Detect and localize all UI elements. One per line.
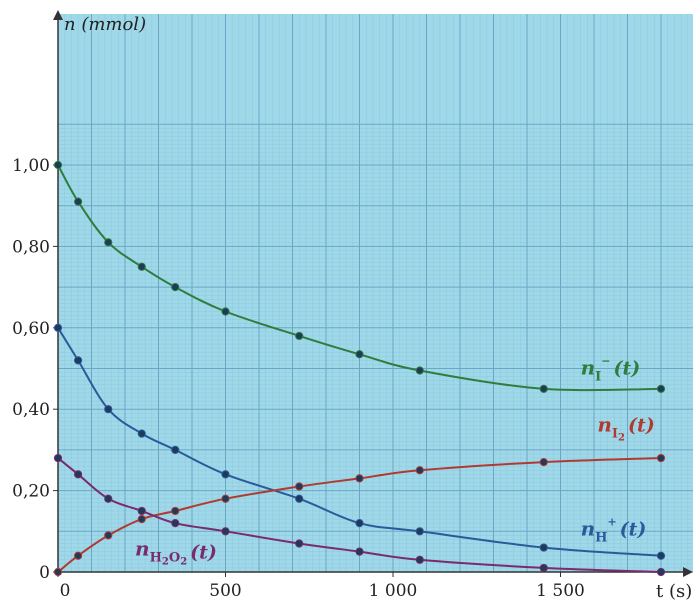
data-point [138,507,145,514]
x-tick-label: 0 [60,581,71,601]
data-point [657,568,664,575]
x-tick-label: 500 [209,581,241,601]
data-point [138,263,145,270]
data-point [54,568,61,575]
data-point [296,483,303,490]
data-point [356,520,363,527]
y-tick-label: 0,40 [12,400,50,420]
x-tick-label: 1 000 [369,581,418,601]
data-point [416,556,423,563]
data-point [105,532,112,539]
x-axis-title: t (s) [656,581,692,602]
data-point [657,385,664,392]
data-point [657,454,664,461]
data-point [416,367,423,374]
data-point [540,544,547,551]
data-point [356,548,363,555]
data-point [75,471,82,478]
y-tick-label: 0,80 [12,237,50,257]
data-point [172,446,179,453]
y-tick-label: 0,20 [12,482,50,502]
data-point [172,520,179,527]
data-point [54,324,61,331]
data-point [172,507,179,514]
data-point [138,430,145,437]
data-point [172,284,179,291]
data-point [75,198,82,205]
data-point [138,515,145,522]
x-tick-label: 1 500 [536,581,585,601]
plot-background [58,14,693,572]
data-point [356,475,363,482]
y-tick-label: 0,60 [12,319,50,339]
data-point [540,459,547,466]
data-point [222,471,229,478]
data-point [416,528,423,535]
data-point [356,351,363,358]
data-point [222,528,229,535]
data-point [222,495,229,502]
data-point [75,552,82,559]
data-point [416,467,423,474]
data-point [54,161,61,168]
y-axis-title: n (mmol) [64,14,146,35]
data-point [296,332,303,339]
data-point [540,385,547,392]
data-point [657,552,664,559]
data-point [75,357,82,364]
data-point [540,564,547,571]
data-point [105,495,112,502]
data-point [54,454,61,461]
data-point [296,495,303,502]
data-point [222,308,229,315]
data-point [105,406,112,413]
data-point [105,239,112,246]
data-point [296,540,303,547]
y-tick-label: 1,00 [12,156,50,176]
y-tick-label: 0 [39,563,50,583]
